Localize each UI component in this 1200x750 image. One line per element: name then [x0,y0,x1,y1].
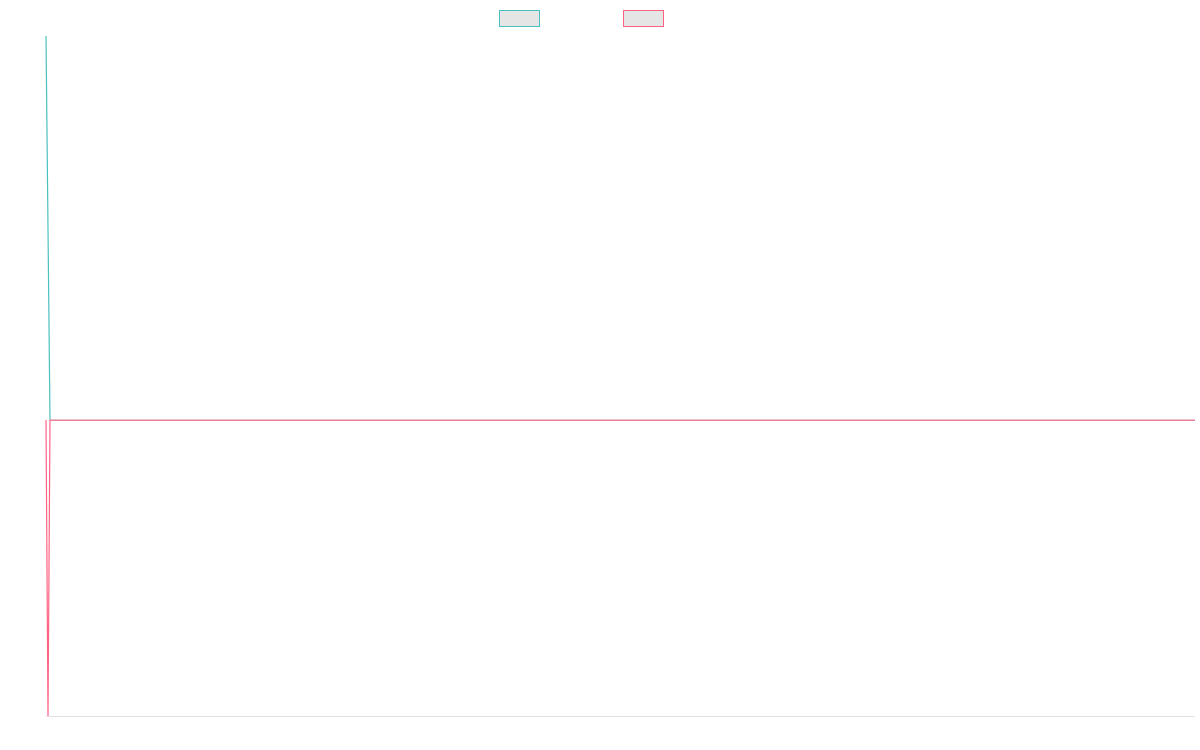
series-line [45,35,1195,421]
legend-box[interactable] [499,10,540,27]
series-line [45,419,1195,717]
legend-box[interactable] [623,10,664,27]
